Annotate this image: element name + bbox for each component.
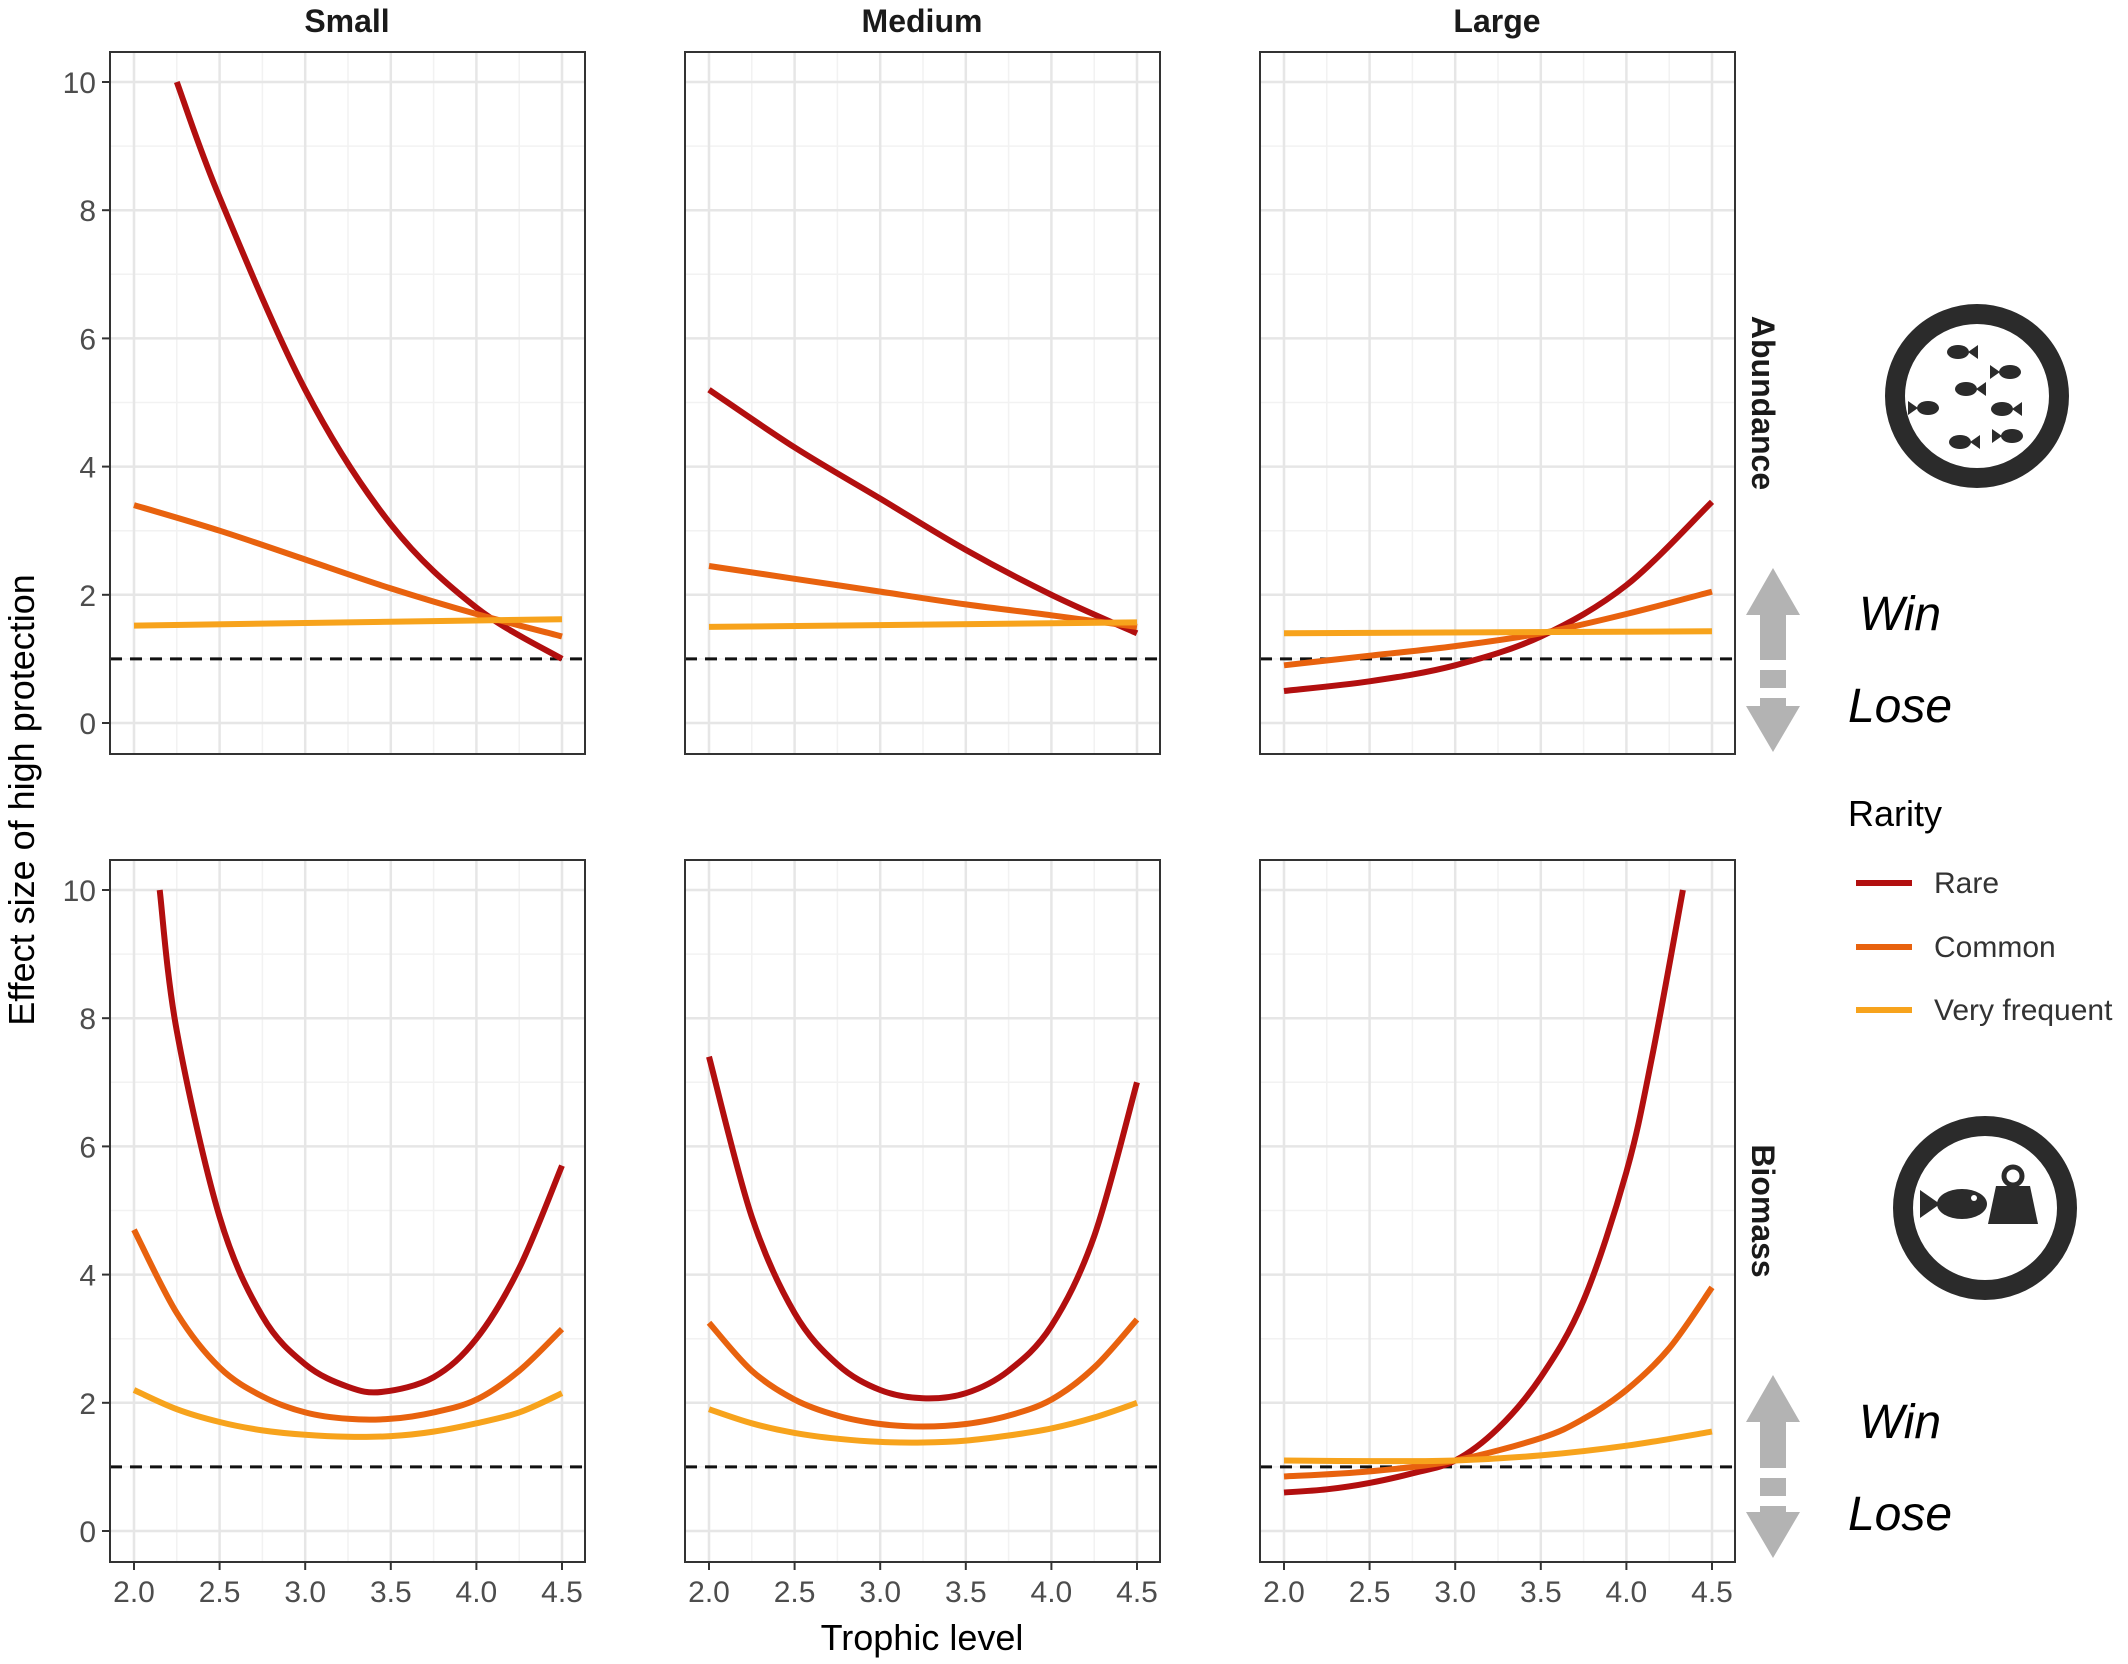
legend: Rarity Rare Common Very frequent xyxy=(1848,793,2113,1027)
panel-abundance-medium xyxy=(684,51,1161,755)
arrow-gap-dash xyxy=(1760,1478,1786,1496)
x-tick-label: 4.5 xyxy=(541,1576,583,1609)
y-axis-title: Effect size of high protection xyxy=(1,574,42,1026)
series-line-common xyxy=(708,563,1138,630)
x-tick-label: 3.0 xyxy=(859,1576,901,1609)
x-tick-label: 2.0 xyxy=(113,1576,155,1609)
y-tick-label: 2 xyxy=(79,1388,96,1421)
x-tick-label: 3.0 xyxy=(284,1576,326,1609)
column-title-small: Small xyxy=(304,3,389,39)
lose-arrow-icon xyxy=(1746,1506,1800,1558)
x-tick-label: 4.0 xyxy=(1606,1576,1648,1609)
series-line-rare xyxy=(706,1055,1140,1402)
panel-abundance-small: 0 2 4 6 8 10 xyxy=(63,51,586,755)
panel-abundance-large xyxy=(1259,51,1736,755)
arrow-gap-dash xyxy=(1760,670,1786,688)
x-tick-label: 4.5 xyxy=(1691,1576,1733,1609)
y-tick-label: 8 xyxy=(79,195,96,228)
panel-border xyxy=(684,51,1161,755)
y-tick-label: 0 xyxy=(79,1516,96,1549)
win-arrow-icon xyxy=(1746,1375,1800,1468)
fish-weight-icon xyxy=(1893,1116,2077,1300)
panel-biomass-large: 2.0 2.5 3.0 3.5 4.0 4.5 xyxy=(1259,859,1736,1609)
legend-label-common: Common xyxy=(1934,931,2056,964)
series-line-rare xyxy=(707,387,1139,637)
legend-label-very-frequent: Very frequent xyxy=(1934,994,2113,1027)
x-tick-label: 4.5 xyxy=(1116,1576,1158,1609)
y-tick-label: 4 xyxy=(79,1260,96,1293)
win-lose-indicator-abundance: Win Lose xyxy=(1746,568,1952,752)
win-lose-indicator-biomass: Win Lose xyxy=(1746,1375,1952,1558)
series-line-very-frequent xyxy=(708,619,1138,630)
series-line-common xyxy=(706,1317,1140,1430)
x-tick-label: 4.0 xyxy=(1031,1576,1073,1609)
win-label: Win xyxy=(1859,1396,1941,1449)
y-tick-label: 0 xyxy=(79,708,96,741)
series-line-very-frequent xyxy=(1283,1428,1713,1465)
row-label-abundance: Abundance xyxy=(1745,316,1781,490)
column-title-large: Large xyxy=(1453,3,1540,39)
panel-border xyxy=(1259,51,1736,755)
series-line-very-frequent xyxy=(1283,628,1713,637)
fish-school-icon xyxy=(1885,304,2069,488)
x-tick-label: 2.0 xyxy=(1263,1576,1305,1609)
x-tick-label: 3.5 xyxy=(370,1576,412,1609)
row-label-biomass: Biomass xyxy=(1745,1144,1781,1277)
panel-border xyxy=(1259,859,1736,1563)
lose-arrow-icon xyxy=(1746,698,1800,752)
series-line-rare xyxy=(173,80,564,662)
column-title-medium: Medium xyxy=(862,3,983,39)
x-axis-title: Trophic level xyxy=(821,1617,1024,1658)
series-line-common xyxy=(131,1228,565,1423)
lose-label: Lose xyxy=(1848,1488,1952,1541)
x-tick-label: 3.0 xyxy=(1434,1576,1476,1609)
y-tick-label: 10 xyxy=(63,67,96,100)
series-line-common xyxy=(1283,1285,1715,1480)
x-tick-label: 2.5 xyxy=(774,1576,816,1609)
series-line-rare xyxy=(156,889,565,1396)
series-line-common xyxy=(1283,588,1713,669)
x-tick-label: 3.5 xyxy=(1520,1576,1562,1609)
lose-label: Lose xyxy=(1848,680,1952,733)
x-tick-label: 2.5 xyxy=(199,1576,241,1609)
y-tick-label: 6 xyxy=(79,1131,96,1164)
x-tick-label: 2.0 xyxy=(688,1576,730,1609)
x-tick-label: 4.0 xyxy=(456,1576,498,1609)
x-tick-label: 3.5 xyxy=(945,1576,987,1609)
panel-biomass-small: 0 2 4 6 8 10 2.0 2.5 3.0 3.5 4.0 4.5 xyxy=(63,859,586,1609)
series-line-very-frequent xyxy=(132,1387,564,1440)
win-arrow-icon xyxy=(1746,568,1800,660)
panel-border xyxy=(684,859,1161,1563)
legend-title: Rarity xyxy=(1848,793,1942,834)
win-label: Win xyxy=(1859,588,1941,641)
legend-label-rare: Rare xyxy=(1934,867,1999,900)
y-tick-label: 4 xyxy=(79,452,96,485)
panel-biomass-medium: 2.0 2.5 3.0 3.5 4.0 4.5 xyxy=(684,859,1161,1609)
series-line-rare xyxy=(1283,889,1686,1496)
y-tick-label: 8 xyxy=(79,1003,96,1036)
x-tick-label: 2.5 xyxy=(1349,1576,1391,1609)
y-tick-label: 2 xyxy=(79,580,96,613)
panel-border xyxy=(109,859,586,1563)
y-tick-label: 10 xyxy=(63,875,96,908)
series-line-very-frequent xyxy=(133,616,563,629)
panel-border xyxy=(109,51,586,755)
y-tick-label: 6 xyxy=(79,323,96,356)
series-line-very-frequent xyxy=(708,1399,1138,1446)
series-line-rare xyxy=(1283,499,1715,694)
series-line-common xyxy=(133,502,563,640)
